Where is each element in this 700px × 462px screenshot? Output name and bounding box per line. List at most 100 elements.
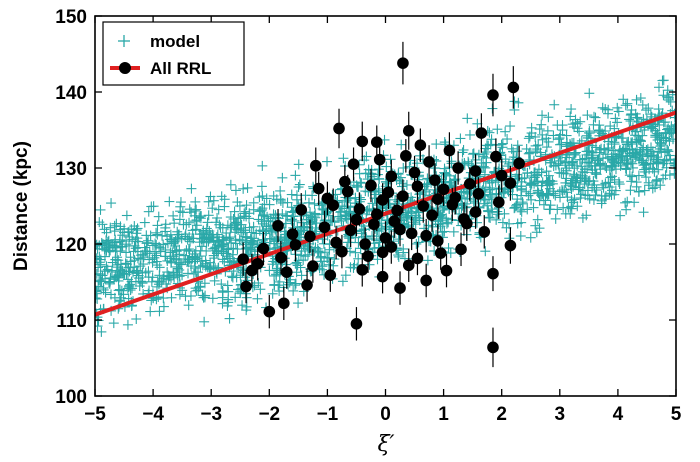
- model-point: [609, 189, 620, 200]
- rrl-marker: [295, 204, 308, 216]
- model-point: [608, 145, 619, 156]
- rrl-point: [295, 193, 308, 227]
- rrl-point: [452, 151, 464, 185]
- model-point: [622, 98, 633, 109]
- model-point: [574, 154, 585, 165]
- model-point: [641, 105, 652, 116]
- model-point: [626, 176, 637, 187]
- model-point: [633, 170, 644, 181]
- model-point: [132, 253, 143, 264]
- model-point: [137, 267, 148, 278]
- model-point: [543, 112, 554, 123]
- model-point: [152, 220, 163, 231]
- model-point: [183, 244, 194, 255]
- model-point: [621, 204, 632, 215]
- model-point: [360, 186, 371, 197]
- model-point: [401, 179, 412, 190]
- model-point: [164, 196, 175, 207]
- model-point: [620, 197, 631, 208]
- model-point: [641, 172, 652, 183]
- model-point: [203, 196, 214, 207]
- model-point: [145, 306, 156, 317]
- model-point: [598, 182, 609, 193]
- model-point: [658, 75, 669, 86]
- model-point: [208, 195, 219, 206]
- model-point: [233, 213, 244, 224]
- model-point: [198, 226, 209, 237]
- rrl-points: [237, 41, 525, 368]
- rrl-point: [341, 174, 354, 209]
- rrl-point: [437, 172, 450, 206]
- rrl-marker: [376, 270, 389, 283]
- model-point: [153, 211, 164, 222]
- model-point: [591, 185, 602, 196]
- model-point: [555, 129, 566, 140]
- model-point: [95, 217, 105, 228]
- model-point: [199, 316, 210, 327]
- rrl-marker: [472, 188, 485, 200]
- model-point: [188, 268, 199, 279]
- model-point: [96, 237, 107, 248]
- model-point: [631, 136, 642, 147]
- model-point: [195, 245, 206, 256]
- model-point: [643, 151, 654, 162]
- model-point: [199, 278, 210, 289]
- rrl-point: [307, 249, 319, 283]
- model-point: [588, 194, 599, 205]
- model-point: [282, 197, 293, 208]
- rrl-marker: [411, 252, 424, 265]
- model-point: [373, 164, 384, 175]
- model-point: [396, 139, 407, 150]
- model-point: [127, 234, 138, 245]
- model-point: [259, 210, 270, 221]
- model-point: [621, 159, 632, 170]
- rrl-point: [333, 108, 345, 149]
- rrl-point: [431, 182, 444, 216]
- model-point: [413, 237, 424, 248]
- model-point: [290, 280, 301, 291]
- model-point: [298, 221, 309, 232]
- model-point: [504, 218, 515, 229]
- model-point: [498, 188, 509, 199]
- model-point: [113, 255, 124, 266]
- model-point: [193, 285, 204, 296]
- rrl-point: [490, 138, 502, 175]
- model-point: [518, 198, 529, 209]
- model-point: [217, 285, 228, 296]
- model-point: [154, 306, 165, 317]
- model-point: [168, 238, 179, 249]
- x-tick-label: 5: [671, 404, 682, 425]
- model-point: [335, 207, 346, 218]
- model-point: [560, 177, 571, 188]
- model-point: [95, 321, 103, 332]
- model-point: [478, 151, 489, 162]
- rrl-marker: [304, 230, 316, 243]
- rrl-point: [275, 240, 287, 275]
- model-point: [101, 235, 112, 246]
- model-point: [180, 291, 191, 302]
- model-point: [398, 247, 409, 258]
- rrl-marker: [513, 157, 525, 170]
- rrl-marker: [344, 224, 357, 237]
- rrl-marker: [391, 204, 403, 217]
- model-point: [441, 213, 452, 224]
- model-point: [291, 194, 302, 205]
- model-point: [147, 240, 158, 251]
- rrl-marker: [382, 186, 395, 199]
- rrl-marker: [469, 206, 482, 218]
- model-point: [174, 271, 185, 282]
- model-point: [277, 172, 288, 183]
- model-point: [552, 204, 563, 215]
- model-point: [203, 210, 214, 221]
- model-point: [509, 203, 520, 214]
- model-point: [214, 219, 225, 230]
- rrl-marker: [487, 267, 499, 280]
- model-point: [658, 90, 669, 101]
- rrl-point: [350, 202, 363, 237]
- model-point: [393, 234, 404, 245]
- model-point: [244, 243, 255, 254]
- model-point: [596, 143, 607, 154]
- model-point: [587, 146, 598, 157]
- model-point: [223, 286, 234, 297]
- model-point: [534, 223, 545, 234]
